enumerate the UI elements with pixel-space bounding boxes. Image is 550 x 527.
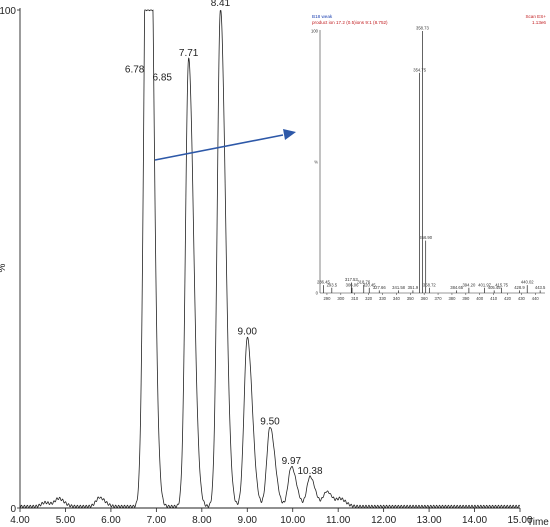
x-tick-label: 8.00 [192, 515, 212, 526]
inset-x-tick-label: 360 [421, 296, 429, 301]
arrow-shaft [154, 134, 284, 161]
x-tick-label: 10.00 [280, 515, 305, 526]
inset-x-tick-group: 290 300 310 320 330 340 350 360 370 380 390 400 410 4… [323, 293, 539, 301]
peak-label: 10.38 [297, 466, 322, 477]
inset-bar-label: 320.45 [363, 282, 376, 287]
inset-header-left-2: product ion 17.2 (0.5)ions 9:1 (8.752) [312, 20, 388, 25]
inset-x-tick-label: 440 [532, 296, 540, 301]
peak-label: 9.97 [282, 456, 302, 467]
inset-x-tick-label: 390 [462, 296, 470, 301]
inset-spectrum: B18 weak product ion 17.2 (0.5)ions 9:1 … [310, 10, 548, 303]
inset-bar-label: 317.53 [345, 277, 358, 282]
x-tick-label: 14.00 [462, 515, 487, 526]
x-tick-label: 15.00 [507, 515, 532, 526]
inset-y-tick-group: 0% 100 [311, 29, 319, 296]
y-tick-label: 0 [10, 504, 16, 515]
peak-label: 9.50 [260, 416, 280, 427]
x-tick-label: 9.00 [238, 515, 258, 526]
inset-x-tick-label: 290 [323, 296, 331, 301]
inset-y-tick-label: 100 [311, 29, 319, 34]
inset-x-tick-label: 370 [435, 296, 443, 301]
inset-x-tick-label: 300 [337, 296, 345, 301]
inset-bar-label: 440.02 [521, 280, 534, 285]
inset-bar-label: 351.9 [408, 285, 419, 290]
inset-x-tick-label: 400 [476, 296, 484, 301]
x-tick-label: 7.00 [147, 515, 167, 526]
inset-bar-label: 356.90 [419, 235, 432, 240]
inset-x-tick-label: 340 [393, 296, 401, 301]
peak-label: 9.00 [238, 327, 258, 338]
inset-bar-label: 358.72 [423, 282, 436, 287]
inset-bar-label: 415.75 [495, 282, 508, 287]
peak-label: 6.85 [153, 73, 173, 84]
inset-bar-label: 358.73 [416, 26, 429, 31]
inset-x-tick-label: 330 [379, 296, 387, 301]
inset-y-tick-label: % [314, 160, 318, 165]
inset-x-tick-label: 310 [351, 296, 359, 301]
callout-arrow [154, 129, 296, 161]
inset-bar-label: 327.66 [373, 285, 386, 290]
chromatogram-trace [19, 9, 521, 509]
x-tick-group: 4.00 5.00 6.00 7.00 8.00 9.00 10.00 11.00 12.00 1… [10, 508, 533, 526]
x-tick-label: 4.00 [10, 515, 30, 526]
inset-header-left-1: B18 weak [312, 14, 333, 19]
inset-bar-label: 341.58 [392, 285, 405, 290]
y-axis-label: % [0, 263, 8, 272]
inset-bar-label: 306.06 [346, 282, 359, 287]
arrow-head [283, 129, 296, 140]
inset-bar-label: 405.45 [488, 285, 501, 290]
inset-header-right-2: 1.13e6 [532, 20, 546, 25]
inset-bar-label: 293.5 [327, 282, 338, 287]
y-tick-group: 0 100 [0, 6, 20, 515]
inset-x-tick-label: 350 [407, 296, 415, 301]
x-tick-label: 12.00 [371, 515, 396, 526]
x-axis-label: Time [527, 517, 549, 527]
x-tick-label: 13.00 [417, 515, 442, 526]
inset-x-tick-label: 410 [490, 296, 498, 301]
inset-bar-label: 401.97 [478, 282, 491, 287]
inset-x-tick-label: 430 [518, 296, 526, 301]
inset-bar-label: 443.5 [535, 285, 546, 290]
peak-label: 8.41 [211, 0, 231, 9]
inset-x-tick-label: 380 [448, 296, 456, 301]
inset-header-right-1: Scan ES+ [525, 14, 546, 19]
peak-label: 7.71 [179, 48, 199, 59]
x-tick-label: 6.00 [101, 515, 121, 526]
y-tick-label: 100 [0, 6, 16, 17]
peak-label: 6.78 [125, 65, 145, 76]
inset-x-tick-label: 420 [504, 296, 512, 301]
x-tick-label: 11.00 [326, 515, 351, 526]
inset-bar-label: 286.45 [317, 280, 330, 285]
inset-bar-label: 318.76 [357, 280, 370, 285]
x-tick-label: 5.00 [56, 515, 76, 526]
inset-y-tick-label: 0 [316, 291, 319, 296]
inset-bar-label: 428.9 [514, 285, 525, 290]
inset-bar-label: 384.65 [450, 285, 463, 290]
inset-background [310, 10, 548, 303]
inset-x-tick-label: 320 [365, 296, 373, 301]
inset-bar-label: 394.20 [462, 282, 475, 287]
inset-bar-label: 354.75 [413, 67, 426, 72]
